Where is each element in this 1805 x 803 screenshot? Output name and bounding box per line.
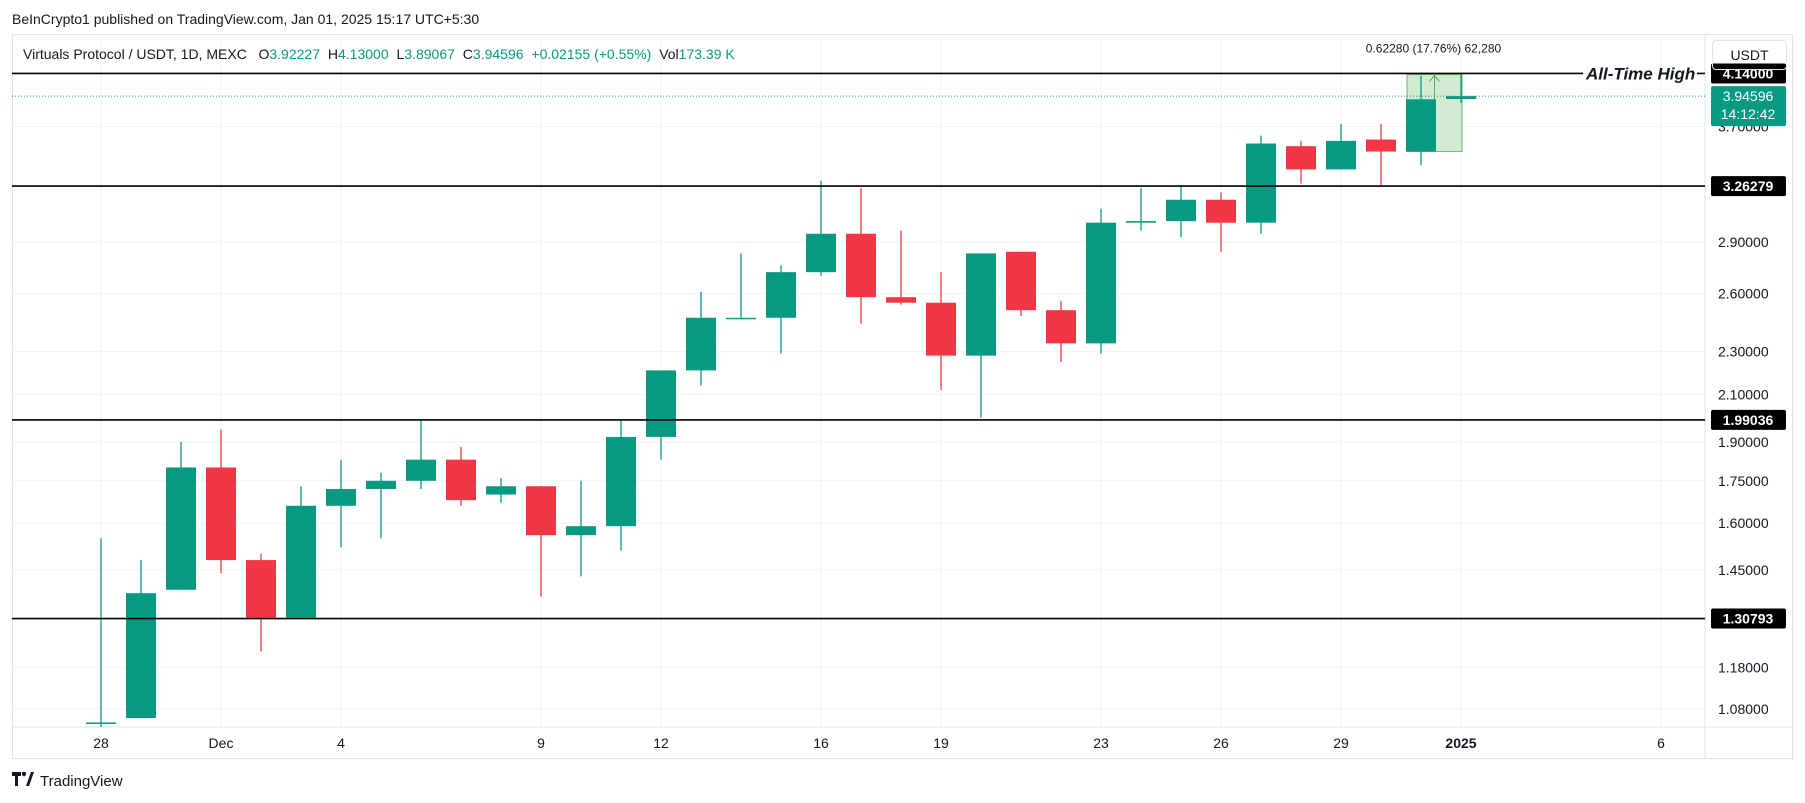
volume-label: Vol — [659, 46, 679, 62]
candle-body[interactable] — [766, 272, 796, 318]
last-price-label: 3.94596 — [1723, 88, 1774, 104]
last-price-tag — [1711, 86, 1786, 127]
candle-body[interactable] — [246, 560, 276, 618]
candle-body[interactable] — [1326, 140, 1356, 170]
level-price-tag — [1711, 608, 1786, 629]
x-tick-label: 12 — [653, 735, 669, 751]
footer-brand[interactable]: TradingView — [12, 772, 123, 790]
candle-body[interactable] — [1086, 222, 1116, 344]
candle-body[interactable] — [406, 459, 436, 481]
open-label: O — [258, 46, 270, 62]
measure-label: 0.62280 (17.76%) 62,280 — [1366, 42, 1502, 56]
x-tick-label: 23 — [1093, 735, 1109, 751]
level-price-label: 1.99036 — [1723, 412, 1774, 428]
candle-body[interactable] — [1126, 221, 1156, 223]
candle-body[interactable] — [686, 317, 716, 371]
level-price-label: 1.30793 — [1723, 611, 1774, 627]
publisher-line: BeInCrypto1 published on TradingView.com… — [12, 11, 480, 27]
y-tick-label: 1.60000 — [1718, 515, 1769, 531]
low-label: L — [396, 46, 405, 62]
currency-button[interactable]: USDT — [1712, 40, 1787, 70]
low-value: 3.89067 — [404, 46, 455, 62]
x-tick-label: 29 — [1333, 735, 1349, 751]
x-tick-label: 4 — [337, 735, 345, 751]
candle-body[interactable] — [1246, 143, 1276, 223]
x-tick-label: 26 — [1213, 735, 1229, 751]
candle-body[interactable] — [1206, 199, 1236, 223]
candle-body[interactable] — [806, 233, 836, 273]
candle-body[interactable] — [446, 459, 476, 501]
y-tick-label: 1.45000 — [1718, 562, 1769, 578]
all-time-high-label: All-Time High — [1585, 64, 1695, 83]
candle-body[interactable] — [526, 486, 556, 536]
candle-body[interactable] — [646, 370, 676, 437]
tradingview-logo-icon — [12, 772, 34, 790]
high-label: H — [327, 46, 338, 62]
x-tick-label: Dec — [209, 735, 234, 751]
open-value: 3.92227 — [269, 46, 320, 62]
candle-body[interactable] — [966, 253, 996, 356]
y-tick-label: 1.75000 — [1718, 473, 1769, 489]
candle-body[interactable] — [846, 233, 876, 298]
footer-brand-label: TradingView — [40, 772, 123, 790]
candle-body[interactable] — [486, 486, 516, 495]
x-tick-label: 6 — [1657, 735, 1665, 751]
y-tick-label: 2.60000 — [1718, 286, 1769, 302]
y-tick-label: 1.18000 — [1718, 659, 1769, 675]
candle-body[interactable] — [606, 436, 636, 527]
candle-body[interactable] — [326, 488, 356, 506]
change-value: +0.02155 (+0.55%) — [531, 46, 652, 62]
candle-body[interactable] — [126, 593, 156, 718]
candle-body[interactable] — [1166, 199, 1196, 222]
candle-body[interactable] — [886, 297, 916, 303]
y-tick-label: 2.90000 — [1718, 234, 1769, 250]
candle-body[interactable] — [1366, 139, 1396, 152]
chart-frame — [12, 34, 1793, 759]
candle-body[interactable] — [286, 505, 316, 618]
y-tick-label: 1.90000 — [1718, 434, 1769, 450]
level-price-tag — [1711, 63, 1786, 84]
x-tick-label: 9 — [537, 735, 545, 751]
y-tick-label: 2.30000 — [1718, 344, 1769, 360]
candle-body[interactable] — [926, 302, 956, 356]
level-price-tag — [1711, 176, 1786, 197]
candle-body[interactable] — [726, 317, 756, 320]
candle-body[interactable] — [366, 480, 396, 489]
candle-body[interactable] — [1006, 251, 1036, 311]
close-value: 3.94596 — [472, 46, 524, 62]
candle-body[interactable] — [86, 722, 116, 724]
high-value: 4.13000 — [338, 46, 389, 62]
candle-body[interactable] — [166, 467, 196, 590]
candle-body[interactable] — [1446, 96, 1476, 100]
symbol-name[interactable]: Virtuals Protocol / USDT, 1D, MEXC — [23, 46, 247, 62]
candle-body[interactable] — [566, 526, 596, 536]
y-tick-label: 2.10000 — [1718, 387, 1769, 403]
candle-body[interactable] — [1046, 310, 1076, 344]
x-tick-label: 28 — [93, 735, 109, 751]
x-tick-label: 2025 — [1445, 735, 1476, 751]
close-label: C — [462, 46, 473, 62]
candle-body[interactable] — [1286, 146, 1316, 170]
x-tick-label: 19 — [933, 735, 949, 751]
level-price-tag — [1711, 409, 1786, 430]
y-tick-label: 1.08000 — [1718, 701, 1769, 717]
measure-arrowhead — [1429, 74, 1440, 82]
volume-value: 173.39 K — [678, 46, 735, 62]
countdown-label: 14:12:42 — [1721, 106, 1776, 122]
candle-body[interactable] — [206, 467, 236, 561]
symbol-legend: Virtuals Protocol / USDT, 1D, MEXC O3.92… — [23, 46, 739, 62]
level-price-label: 3.26279 — [1723, 178, 1774, 194]
x-tick-label: 16 — [813, 735, 829, 751]
candle-body[interactable] — [1406, 99, 1436, 152]
